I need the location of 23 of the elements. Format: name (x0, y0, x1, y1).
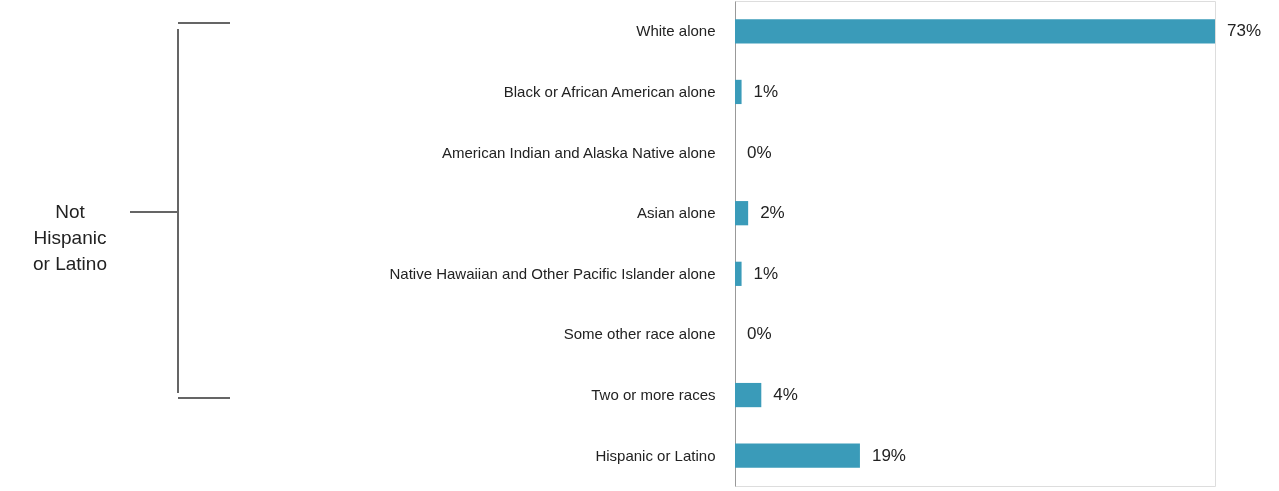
data-label: 2% (760, 203, 785, 223)
y-tick-label: Asian alone (637, 204, 716, 222)
y-tick-label: Two or more races (591, 386, 716, 404)
data-label: 0% (747, 142, 772, 162)
bar (735, 382, 762, 408)
y-tick-label: American Indian and Alaska Native alone (441, 143, 716, 161)
y-tick-label: Hispanic or Latino (595, 446, 716, 464)
bar (735, 261, 742, 286)
data-label: 73% (1227, 21, 1262, 41)
bar (735, 201, 749, 226)
text: Not Hispanic or Latino (33, 201, 107, 274)
bar (735, 79, 742, 105)
bar (735, 19, 1215, 44)
data-label: 19% (871, 445, 906, 465)
data-label: 1% (753, 81, 779, 101)
y-tick-label: Native Hawaiian and Other Pacific Islander alone (389, 264, 716, 282)
data-label: 4% (773, 385, 798, 405)
data-label: 1% (753, 263, 779, 283)
y-tick-label: Some other race alone (563, 325, 716, 343)
bar (735, 443, 860, 468)
y-tick-label: White alone (636, 22, 716, 40)
y-tick-label: Black or African American alone (503, 82, 716, 100)
data-label: 0% (747, 324, 772, 344)
